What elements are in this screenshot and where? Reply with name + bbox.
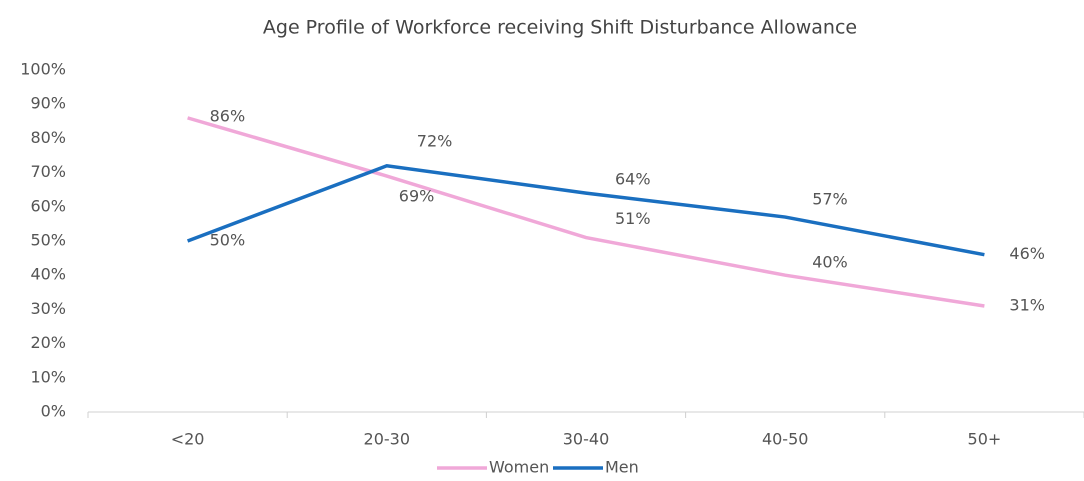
data-label: 50% bbox=[210, 231, 246, 250]
y-tick-label: 0% bbox=[41, 402, 66, 421]
series-line bbox=[186, 163, 985, 257]
y-tick-label: 30% bbox=[30, 299, 66, 318]
chart-title: Age Profile of Workforce receiving Shift… bbox=[263, 17, 857, 39]
x-tick-label: 30-40 bbox=[563, 430, 610, 449]
y-tick-label: 100% bbox=[20, 60, 66, 79]
series-line bbox=[187, 116, 985, 308]
legend-label: Women bbox=[489, 458, 549, 477]
x-tick-label: 40-50 bbox=[762, 430, 809, 449]
data-label: 69% bbox=[399, 187, 435, 206]
y-tick-label: 80% bbox=[30, 128, 66, 147]
y-tick-label: 20% bbox=[30, 333, 66, 352]
y-tick-label: 40% bbox=[30, 265, 66, 284]
data-label: 64% bbox=[615, 170, 651, 189]
data-label: 86% bbox=[210, 106, 246, 125]
x-tick-label: 50+ bbox=[968, 430, 1002, 449]
y-tick-label: 90% bbox=[30, 94, 66, 113]
data-label: 31% bbox=[1009, 295, 1045, 314]
legend-label: Men bbox=[605, 458, 639, 477]
y-tick-label: 10% bbox=[30, 367, 66, 386]
x-tick-label: <20 bbox=[171, 430, 205, 449]
data-label: 72% bbox=[417, 131, 453, 150]
data-label: 40% bbox=[812, 253, 848, 272]
x-tick-label: 20-30 bbox=[364, 430, 411, 449]
y-tick-label: 70% bbox=[30, 162, 66, 181]
data-label: 57% bbox=[812, 190, 848, 209]
y-tick-label: 60% bbox=[30, 196, 66, 215]
y-tick-label: 50% bbox=[30, 231, 66, 250]
data-label: 46% bbox=[1009, 244, 1045, 263]
data-label: 51% bbox=[615, 209, 651, 228]
